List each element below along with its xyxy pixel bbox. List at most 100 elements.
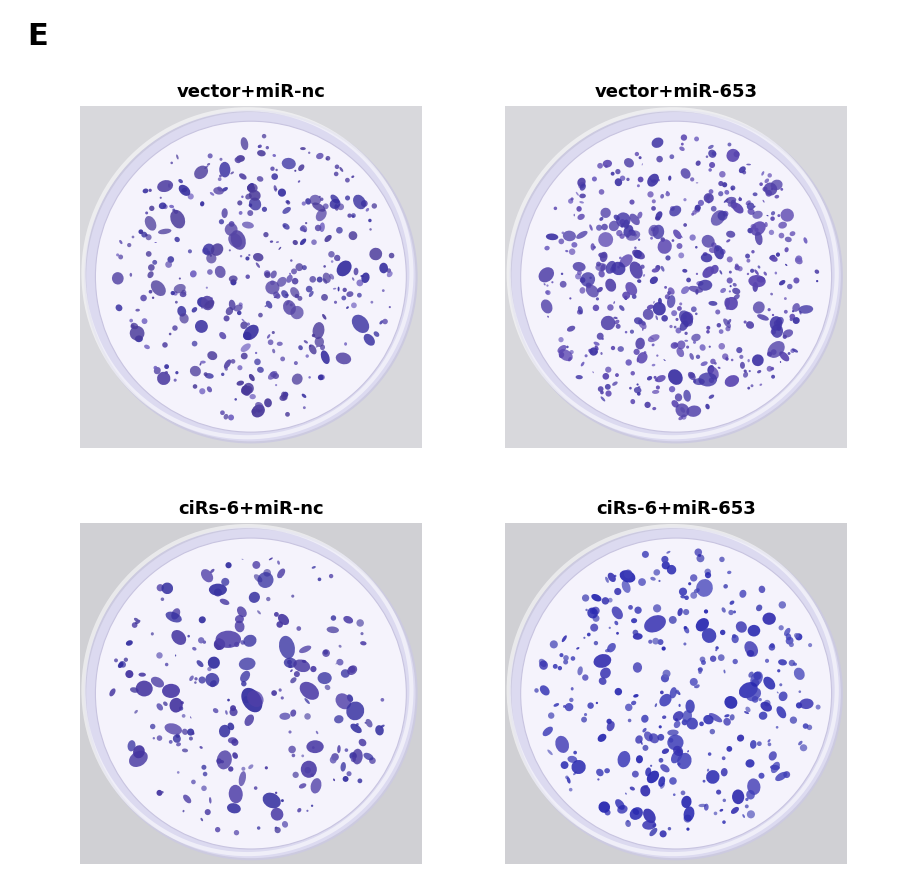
Circle shape bbox=[716, 647, 719, 650]
Ellipse shape bbox=[228, 722, 234, 730]
Circle shape bbox=[598, 386, 604, 392]
Ellipse shape bbox=[775, 772, 788, 781]
Circle shape bbox=[208, 153, 212, 159]
Circle shape bbox=[131, 235, 134, 238]
Ellipse shape bbox=[586, 285, 598, 297]
Ellipse shape bbox=[745, 254, 750, 258]
Circle shape bbox=[625, 331, 627, 333]
Circle shape bbox=[644, 401, 651, 408]
Ellipse shape bbox=[292, 374, 302, 385]
Circle shape bbox=[292, 594, 294, 598]
Ellipse shape bbox=[225, 367, 228, 370]
Ellipse shape bbox=[338, 287, 339, 291]
Circle shape bbox=[789, 318, 793, 321]
Circle shape bbox=[228, 415, 234, 421]
Ellipse shape bbox=[225, 710, 228, 714]
Circle shape bbox=[169, 333, 172, 335]
Circle shape bbox=[679, 587, 687, 595]
Circle shape bbox=[215, 827, 220, 833]
Circle shape bbox=[591, 607, 599, 615]
Circle shape bbox=[619, 234, 625, 239]
Circle shape bbox=[788, 660, 795, 666]
Ellipse shape bbox=[631, 618, 637, 624]
Circle shape bbox=[671, 310, 677, 316]
Circle shape bbox=[310, 774, 314, 777]
Circle shape bbox=[161, 791, 164, 794]
Ellipse shape bbox=[359, 739, 366, 746]
Ellipse shape bbox=[650, 337, 654, 340]
Ellipse shape bbox=[628, 229, 635, 235]
Ellipse shape bbox=[219, 175, 221, 177]
Ellipse shape bbox=[281, 392, 287, 400]
Circle shape bbox=[118, 255, 123, 259]
Ellipse shape bbox=[110, 688, 115, 697]
Ellipse shape bbox=[770, 293, 773, 295]
Ellipse shape bbox=[650, 828, 657, 836]
Ellipse shape bbox=[243, 325, 258, 340]
Ellipse shape bbox=[255, 402, 264, 409]
Ellipse shape bbox=[285, 300, 290, 305]
Ellipse shape bbox=[701, 253, 712, 262]
Ellipse shape bbox=[680, 235, 682, 238]
Circle shape bbox=[173, 291, 177, 295]
Ellipse shape bbox=[169, 740, 173, 744]
Ellipse shape bbox=[670, 687, 677, 699]
Ellipse shape bbox=[200, 363, 202, 366]
Ellipse shape bbox=[248, 592, 260, 603]
Circle shape bbox=[318, 578, 321, 581]
Circle shape bbox=[729, 290, 731, 293]
Ellipse shape bbox=[746, 790, 755, 799]
Circle shape bbox=[689, 372, 695, 378]
Circle shape bbox=[203, 300, 210, 305]
Circle shape bbox=[650, 765, 652, 766]
Ellipse shape bbox=[333, 779, 335, 781]
Circle shape bbox=[718, 654, 724, 661]
Ellipse shape bbox=[780, 361, 781, 363]
Ellipse shape bbox=[207, 163, 211, 166]
Circle shape bbox=[655, 378, 658, 382]
Circle shape bbox=[592, 615, 599, 622]
Ellipse shape bbox=[238, 211, 242, 215]
Circle shape bbox=[234, 642, 239, 647]
Ellipse shape bbox=[283, 300, 296, 315]
Ellipse shape bbox=[620, 571, 635, 583]
Circle shape bbox=[590, 624, 598, 632]
Circle shape bbox=[771, 188, 773, 191]
Ellipse shape bbox=[176, 743, 181, 746]
Circle shape bbox=[683, 609, 689, 615]
Ellipse shape bbox=[352, 315, 369, 333]
Ellipse shape bbox=[241, 385, 250, 396]
Ellipse shape bbox=[302, 393, 306, 398]
Circle shape bbox=[166, 261, 172, 268]
Ellipse shape bbox=[205, 373, 213, 378]
Circle shape bbox=[728, 609, 733, 615]
Circle shape bbox=[632, 771, 639, 778]
Circle shape bbox=[152, 260, 158, 265]
Ellipse shape bbox=[351, 176, 355, 178]
Ellipse shape bbox=[626, 230, 640, 241]
Ellipse shape bbox=[747, 650, 754, 657]
Circle shape bbox=[689, 678, 698, 686]
Circle shape bbox=[709, 377, 715, 383]
Ellipse shape bbox=[201, 569, 213, 582]
Ellipse shape bbox=[624, 295, 627, 300]
Circle shape bbox=[710, 359, 716, 364]
Ellipse shape bbox=[134, 617, 139, 622]
Ellipse shape bbox=[661, 265, 664, 272]
Ellipse shape bbox=[762, 200, 765, 203]
Circle shape bbox=[694, 685, 697, 688]
Ellipse shape bbox=[673, 711, 683, 721]
Ellipse shape bbox=[235, 157, 241, 163]
Circle shape bbox=[309, 376, 310, 378]
Ellipse shape bbox=[724, 190, 729, 195]
Ellipse shape bbox=[315, 337, 324, 347]
Circle shape bbox=[693, 340, 696, 344]
Ellipse shape bbox=[119, 240, 122, 244]
Circle shape bbox=[348, 666, 356, 673]
Ellipse shape bbox=[298, 180, 301, 183]
Ellipse shape bbox=[670, 206, 681, 216]
Circle shape bbox=[254, 359, 261, 365]
Circle shape bbox=[571, 656, 575, 661]
Circle shape bbox=[386, 268, 391, 273]
Ellipse shape bbox=[580, 362, 584, 366]
